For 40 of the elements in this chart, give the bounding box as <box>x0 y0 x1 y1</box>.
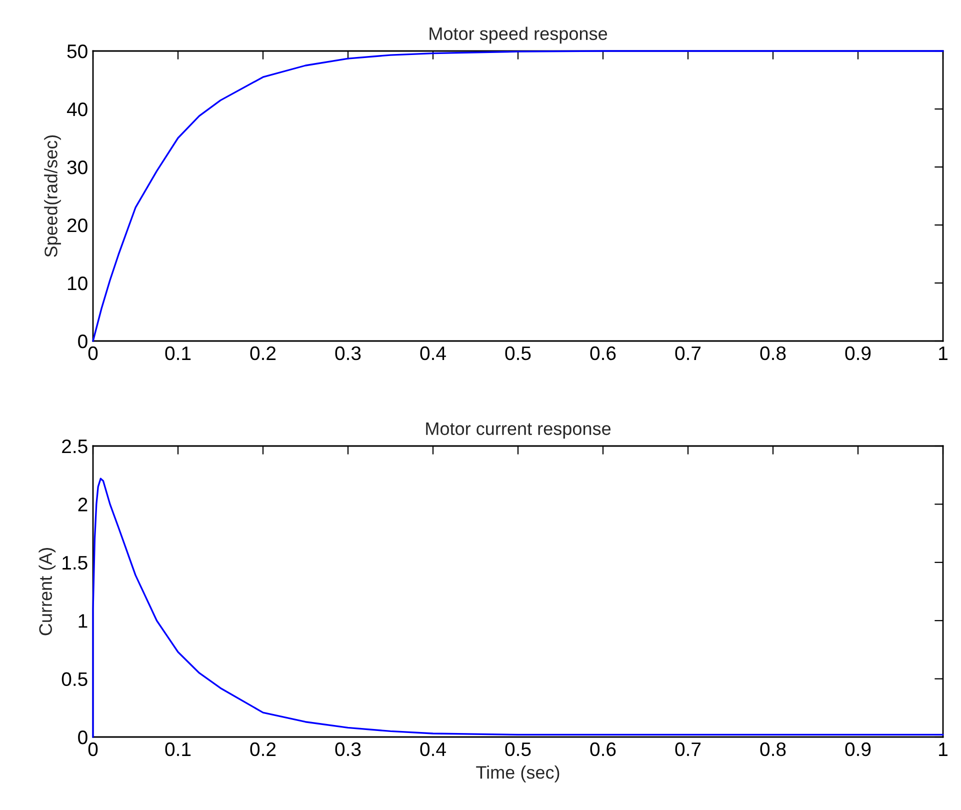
x-tick-label: 0.3 <box>335 742 361 756</box>
y-axis-title: Speed(rad/sec) <box>44 135 61 257</box>
y-tick-label: 0 <box>78 730 88 744</box>
x-tick-label: 0.7 <box>675 742 701 756</box>
x-tick-label: 0.9 <box>845 742 871 756</box>
x-tick-label: 0.1 <box>165 346 191 360</box>
x-tick-label: 0 <box>88 346 98 360</box>
y-tick-label: 0 <box>78 334 88 348</box>
y-tick-label: 30 <box>67 160 88 174</box>
x-tick-label: 0.4 <box>420 742 446 756</box>
chart-title: Motor current response <box>426 422 611 439</box>
y-tick-label: 1 <box>78 614 88 628</box>
x-tick-label: 0 <box>88 742 98 756</box>
y-axis-title: Current (A) <box>38 548 56 636</box>
x-tick-label: 0.3 <box>335 346 361 360</box>
x-tick-label: 0.2 <box>250 742 276 756</box>
chart-title: Motor speed response <box>430 26 608 44</box>
x-tick-label: 0.8 <box>760 346 786 360</box>
x-tick-label: 0.1 <box>165 742 191 756</box>
x-tick-label: 0.4 <box>420 346 446 360</box>
x-tick-label: 0.7 <box>675 346 701 360</box>
x-tick-label: 1 <box>939 742 948 756</box>
y-tick-label: 40 <box>66 102 88 116</box>
y-tick-label: 2 <box>78 498 88 512</box>
x-tick-label: 0.8 <box>760 742 786 756</box>
y-tick-label: 2.5 <box>62 439 88 454</box>
y-tick-label: 20 <box>67 218 88 232</box>
y-tick-label: 0.5 <box>62 672 88 686</box>
x-tick-label: 1 <box>939 346 948 360</box>
x-tick-label: 0.5 <box>505 742 531 756</box>
x-tick-label: 0.5 <box>505 346 531 360</box>
y-tick-label: 1.5 <box>62 556 88 570</box>
x-tick-label: 0.9 <box>845 346 871 360</box>
y-tick-label: 50 <box>67 44 88 58</box>
y-tick-label: 10 <box>68 276 88 290</box>
x-tick-label: 0.6 <box>590 346 616 360</box>
x-tick-label: 0.2 <box>250 346 276 360</box>
x-tick-label: 0.6 <box>590 742 616 756</box>
x-axis-title: Time (sec) <box>476 766 560 782</box>
line-series <box>92 50 944 342</box>
